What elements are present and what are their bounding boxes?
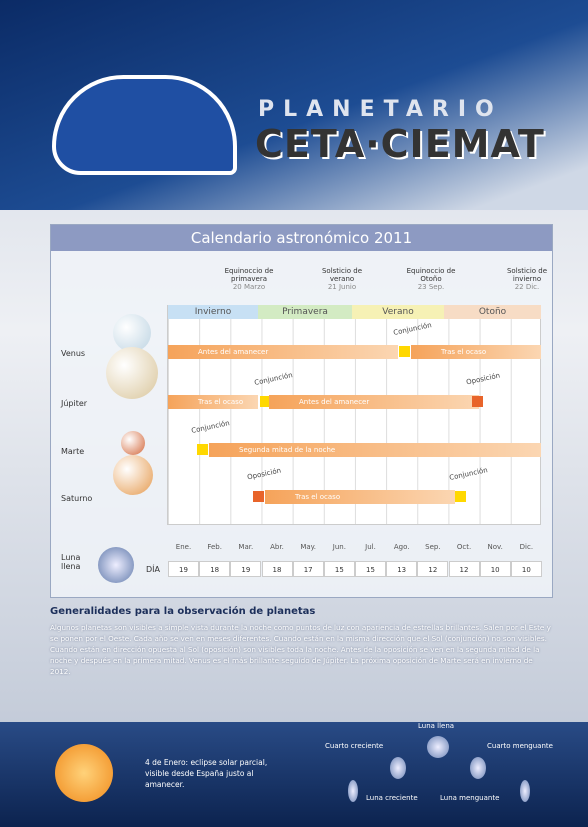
month: Feb.	[199, 543, 230, 551]
full-moon-day: 18	[262, 561, 293, 577]
month: Nov.	[480, 543, 511, 551]
title: CETA·CIEMAT	[255, 122, 545, 166]
event-marker	[197, 444, 208, 455]
month: Ago.	[386, 543, 417, 551]
month: Mar.	[230, 543, 261, 551]
month: Sep.	[417, 543, 448, 551]
visibility-bar: Antes del amanecer	[168, 345, 398, 359]
season: Invierno	[168, 305, 258, 319]
phase-label: Luna menguante	[440, 794, 499, 802]
full-moon-day: 15	[324, 561, 355, 577]
full-moon-day: 18	[199, 561, 230, 577]
visibility-bar: Tras el ocaso	[411, 345, 541, 359]
planet-name: Júpiter	[61, 399, 87, 408]
moon-icon	[520, 780, 530, 802]
event-marker	[253, 491, 264, 502]
visibility-bar: Tras el ocaso	[168, 395, 258, 409]
event-marker	[455, 491, 466, 502]
season: Primavera	[258, 305, 352, 319]
full-moon-day: 13	[386, 561, 417, 577]
month: Oct.	[449, 543, 480, 551]
calendar-panel: Calendario astronómico 2011 Equinoccio d…	[50, 224, 553, 598]
planet-name: Marte	[61, 447, 84, 456]
full-moon-day: 12	[449, 561, 480, 577]
moon-icon	[470, 757, 486, 779]
full-moon-day: 17	[293, 561, 324, 577]
section-text: Algunos planetas son visibles a simple v…	[50, 622, 555, 677]
full-moon-day: 19	[230, 561, 261, 577]
event-date: 23 Sep.	[403, 283, 459, 291]
moon-image	[98, 547, 134, 583]
planet-name: Venus	[61, 349, 85, 358]
month: Jul.	[355, 543, 386, 551]
full-moon-day: 10	[511, 561, 542, 577]
visibility-bar: Antes del amanecer	[269, 395, 479, 409]
month: Abr.	[262, 543, 293, 551]
phase-label: Luna creciente	[366, 794, 418, 802]
footer-band: 4 de Enero: eclipse solar parcial, visib…	[0, 722, 588, 827]
kicker: PLANETARIO	[258, 97, 503, 122]
logo	[52, 75, 237, 175]
phase-label: Cuarto creciente	[325, 742, 383, 750]
section-title: Generalidades para la observación de pla…	[50, 606, 315, 617]
phase-label: Cuarto menguante	[487, 742, 553, 750]
event-date: 22 Dic.	[499, 283, 555, 291]
month: Dic.	[511, 543, 542, 551]
planet-image	[121, 431, 145, 455]
season: Otoño	[444, 305, 541, 319]
event-date: 21 Junio	[314, 283, 370, 291]
day-label: DÍA	[146, 565, 160, 574]
eclipse-text: 4 de Enero: eclipse solar parcial, visib…	[145, 757, 285, 790]
full-moon-day: 12	[417, 561, 448, 577]
calendar-title: Calendario astronómico 2011	[51, 225, 552, 251]
visibility-bar: Tras el ocaso	[265, 490, 455, 504]
full-moon-day: 10	[480, 561, 511, 577]
event-marker	[472, 396, 483, 407]
phase-label: Luna llena	[418, 722, 454, 730]
planet-image	[113, 455, 153, 495]
month: Ene.	[168, 543, 199, 551]
planet-image	[106, 347, 158, 399]
moon-label: Luna llena	[61, 553, 91, 571]
eclipse-icon	[55, 744, 113, 802]
season: Verano	[352, 305, 444, 319]
visibility-bar: Segunda mitad de la noche	[209, 443, 541, 457]
month: Jun.	[324, 543, 355, 551]
event-marker	[399, 346, 410, 357]
moon-icon	[348, 780, 358, 802]
planet-name: Saturno	[61, 494, 92, 503]
full-moon-day: 15	[355, 561, 386, 577]
moon-icon	[427, 736, 449, 758]
moon-icon	[390, 757, 406, 779]
event-date: 20 Marzo	[221, 283, 277, 291]
full-moon-day: 19	[168, 561, 199, 577]
month: May.	[293, 543, 324, 551]
poster: PLANETARIO CETA·CIEMAT Calendario astron…	[0, 0, 588, 827]
